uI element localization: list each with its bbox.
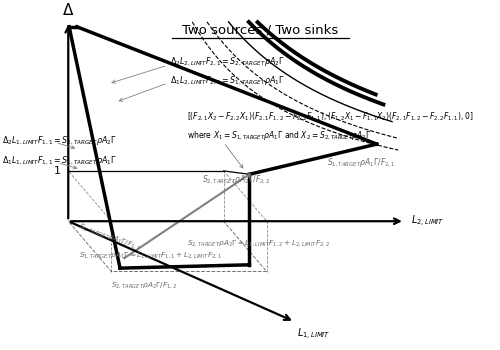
Text: $S_{2,TARGET}\rho A_2\Gamma = L_{1,LIMIT}F_{1,2} + L_{2,LIMIT}F_{2,2}$: $S_{2,TARGET}\rho A_2\Gamma = L_{1,LIMIT… — [187, 238, 330, 248]
Text: $\Delta_1 L_{2,LIMIT}F_{2,1} = S_{1,TARGET}\rho A_1\Gamma$: $\Delta_1 L_{2,LIMIT}F_{2,1} = S_{1,TARG… — [170, 74, 284, 87]
Text: $S_{1,TARGET}\rho A_1\Gamma / F_{2,1}$: $S_{1,TARGET}\rho A_1\Gamma / F_{2,1}$ — [327, 156, 396, 169]
Text: $\Delta_1 L_{1,LIMIT}F_{1,1} = S_{1,TARGET}\rho A_1\Gamma$: $\Delta_1 L_{1,LIMIT}F_{1,1} = S_{1,TARG… — [2, 154, 117, 167]
Text: $\Delta_2 L_{2,LIMIT}F_{2,1} = S_{2,TARGET}\rho A_2\Gamma$: $\Delta_2 L_{2,LIMIT}F_{2,1} = S_{2,TARG… — [170, 56, 284, 68]
Text: $L_{1,LIMIT}$: $L_{1,LIMIT}$ — [297, 327, 330, 342]
Text: $\Delta_2 L_{1,LIMIT}F_{1,1} = S_{2,TARGET}\rho A_2\Gamma$: $\Delta_2 L_{1,LIMIT}F_{1,1} = S_{2,TARG… — [2, 134, 117, 147]
Text: 1: 1 — [54, 166, 60, 176]
Text: where $X_1 = S_{1,TARGET}\rho A_1\Gamma$ and $X_2 = S_{2,TARGET}\rho A_2\Gamma$: where $X_1 = S_{1,TARGET}\rho A_1\Gamma$… — [187, 129, 372, 142]
Text: $S_{1,TARGET}\rho A_1\Gamma / F_{1,1}$: $S_{1,TARGET}\rho A_1\Gamma / F_{1,1}$ — [77, 220, 142, 252]
Text: $S_{1,TARGET}\rho A_1\Gamma = L_{1,LIMIT}F_{1,1} + L_{2,LIMIT}F_{2,1}$: $S_{1,TARGET}\rho A_1\Gamma = L_{1,LIMIT… — [79, 250, 222, 260]
Text: $L_{2,LIMIT}$: $L_{2,LIMIT}$ — [411, 214, 445, 229]
Text: $[(F_{2,1}X_2 - F_{2,2}X_1)(F_{2,1}F_{1,2} - F_{2,2}F_{1,1}),$$(F_{1,2}X_1 - F_{: $[(F_{2,1}X_2 - F_{2,2}X_1)(F_{2,1}F_{1,… — [187, 111, 474, 124]
Text: $S_{2,TARGET}\rho A_2\Gamma / F_{2,2}$: $S_{2,TARGET}\rho A_2\Gamma / F_{2,2}$ — [202, 173, 270, 186]
Text: Two sources / Two sinks: Two sources / Two sinks — [182, 23, 338, 36]
Text: $S_{2,TARGET}\rho A_2\Gamma / F_{1,2}$: $S_{2,TARGET}\rho A_2\Gamma / F_{1,2}$ — [110, 280, 177, 290]
Text: $\Delta$: $\Delta$ — [62, 2, 74, 19]
